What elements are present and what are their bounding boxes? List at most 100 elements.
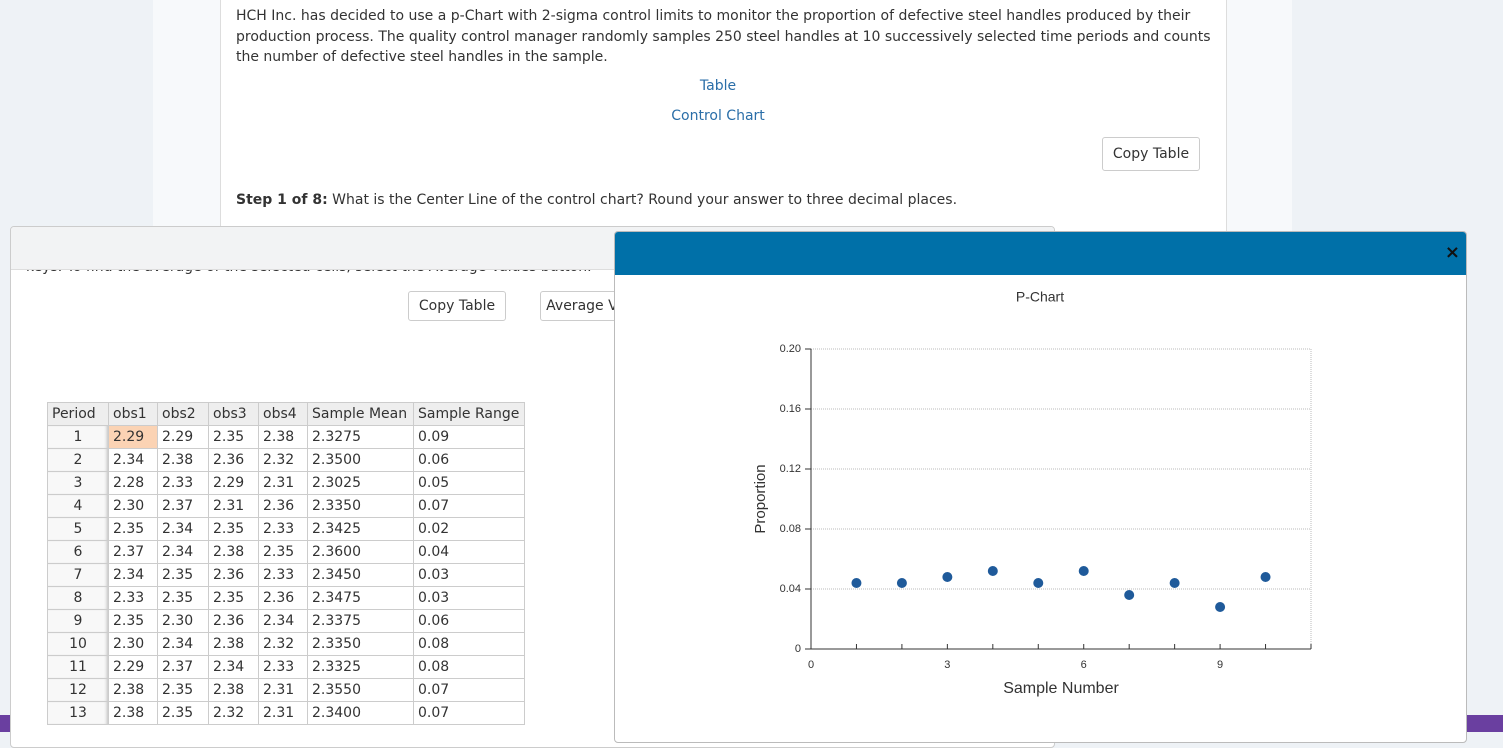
column-header: Sample Range	[413, 402, 525, 426]
table-cell: 2.37	[157, 655, 209, 679]
table-cell: 2.35	[108, 517, 158, 541]
y-tick-label: 0.20	[780, 343, 801, 355]
chart-link[interactable]: Control Chart	[671, 108, 765, 124]
table-cell: 0.09	[413, 425, 525, 449]
table-row: 5 2.35 2.34 2.35 2.33 2.3425 0.02	[47, 517, 525, 541]
table-cell: 2.3425	[307, 517, 414, 541]
table-cell: 2.38	[108, 701, 158, 725]
table-cell: 9	[47, 609, 109, 633]
table-cell: 2.38	[208, 540, 259, 564]
intro-text: HCH Inc. has decided to use a p-Chart wi…	[236, 8, 1211, 65]
table-cell: 2.30	[108, 632, 158, 656]
table-row: 6 2.37 2.34 2.38 2.35 2.3600 0.04	[47, 540, 525, 564]
table-cell: 0.02	[413, 517, 525, 541]
y-tick-label: 0.12	[780, 463, 801, 475]
table-cell: 2.33	[258, 517, 308, 541]
table-cell: 2.32	[258, 448, 308, 472]
column-header: obs4	[258, 402, 308, 426]
table-cell: 2.29	[108, 425, 158, 449]
column-header: Period	[47, 402, 109, 426]
table-row: 4 2.30 2.37 2.31 2.36 2.3350 0.07	[47, 494, 525, 518]
table-cell: 7	[47, 563, 109, 587]
table-link[interactable]: Table	[699, 78, 737, 94]
x-tick-label: 9	[1217, 659, 1223, 671]
table-row: 12 2.38 2.35 2.38 2.31 2.3550 0.07	[47, 678, 525, 702]
table-cell: 2.38	[108, 678, 158, 702]
table-cell: 0.05	[413, 471, 525, 495]
table-cell: 2.35	[157, 701, 209, 725]
column-header: obs2	[157, 402, 209, 426]
table-cell: 2.3025	[307, 471, 414, 495]
table-cell: 2.3600	[307, 540, 414, 564]
data-point	[987, 566, 998, 576]
table-cell: 4	[47, 494, 109, 518]
table-cell: 2.3375	[307, 609, 414, 633]
table-cell: 2.29	[108, 655, 158, 679]
table-cell: 2.34	[108, 448, 158, 472]
step-question: What is the Center Line of the control c…	[332, 192, 958, 208]
chart: P-Chart Sample Number Proportion 0 0.04 0.…	[752, 289, 1312, 697]
copy-button[interactable]: Copy Table	[1102, 137, 1200, 171]
table-cell: 0.03	[413, 586, 525, 610]
table-cell: 2.3400	[307, 701, 414, 725]
table-cell: 2.35	[208, 586, 259, 610]
table-cell: 2.32	[258, 632, 308, 656]
x-tick-label: 3	[944, 659, 950, 671]
table-cell: 2.3550	[307, 678, 414, 702]
table-cell: 2.32	[208, 701, 259, 725]
data-point	[1215, 602, 1226, 612]
table-row: 3 2.28 2.33 2.29 2.31 2.3025 0.05	[47, 471, 525, 495]
table-cell: 2.35	[157, 678, 209, 702]
table-cell: 2.38	[208, 678, 259, 702]
table-cell: 0.07	[413, 678, 525, 702]
table-cell: 8	[47, 586, 109, 610]
data-point	[1033, 578, 1044, 588]
table-cell: 2.3350	[307, 494, 414, 518]
question-card	[220, 0, 1227, 241]
table-cell: 2.35	[258, 540, 308, 564]
table-cell: 2.34	[157, 517, 209, 541]
table-cell: 0.08	[413, 655, 525, 679]
table-cell: 2.38	[258, 425, 308, 449]
table-cell: 5	[47, 517, 109, 541]
data-point	[1078, 566, 1089, 576]
table-cell: 2.3275	[307, 425, 414, 449]
table-cell: 0.03	[413, 563, 525, 587]
table-cell: 2.3450	[307, 563, 414, 587]
table-cell: 2.35	[157, 563, 209, 587]
table-cell: 2.34	[208, 655, 259, 679]
table-cell: 2.36	[208, 448, 259, 472]
table-cell: 12	[47, 678, 109, 702]
y-tick-label: 0.16	[780, 403, 801, 415]
close-button[interactable]: ×	[1444, 242, 1460, 263]
data-point	[851, 578, 862, 588]
column-header: obs1	[108, 402, 158, 426]
table-cell: 2.35	[108, 609, 158, 633]
data-point	[896, 578, 907, 588]
table-cell: 2.31	[258, 701, 308, 725]
table-cell: 13	[47, 701, 109, 725]
table-cell: 2.34	[258, 609, 308, 633]
table-cell: 2	[47, 448, 109, 472]
y-tick-label: 0.08	[780, 523, 801, 535]
table-cell: 2.33	[258, 655, 308, 679]
copy-table-button[interactable]: Copy Table	[408, 291, 506, 321]
table-cell: 2.29	[208, 471, 259, 495]
table-row: 2 2.34 2.38 2.36 2.32 2.3500 0.06	[47, 448, 525, 472]
table-cell: 0.04	[413, 540, 525, 564]
x-tick-label: 0	[808, 659, 814, 671]
y-tick-label: 0.04	[780, 583, 801, 595]
table-row: 7 2.34 2.35 2.36 2.33 2.3450 0.03	[47, 563, 525, 587]
step-text: Step 1 of 8: What is the Center Line of …	[236, 192, 957, 208]
table-wrap: Period obs1 obs2 obs3 obs4 Sample Mean Sample …	[47, 402, 525, 725]
table-cell: 2.37	[157, 494, 209, 518]
data-point	[1260, 572, 1271, 582]
data-table: Period obs1 obs2 obs3 obs4 Sample Mean Sample …	[47, 402, 525, 725]
table-cell: 2.30	[108, 494, 158, 518]
table-cell: 2.31	[208, 494, 259, 518]
table-cell: 2.30	[157, 609, 209, 633]
data-point	[942, 572, 953, 582]
table-cell: 10	[47, 632, 109, 656]
chart-modal: × P-Chart Sample Number Proportion 0 0.04…	[614, 231, 1467, 743]
